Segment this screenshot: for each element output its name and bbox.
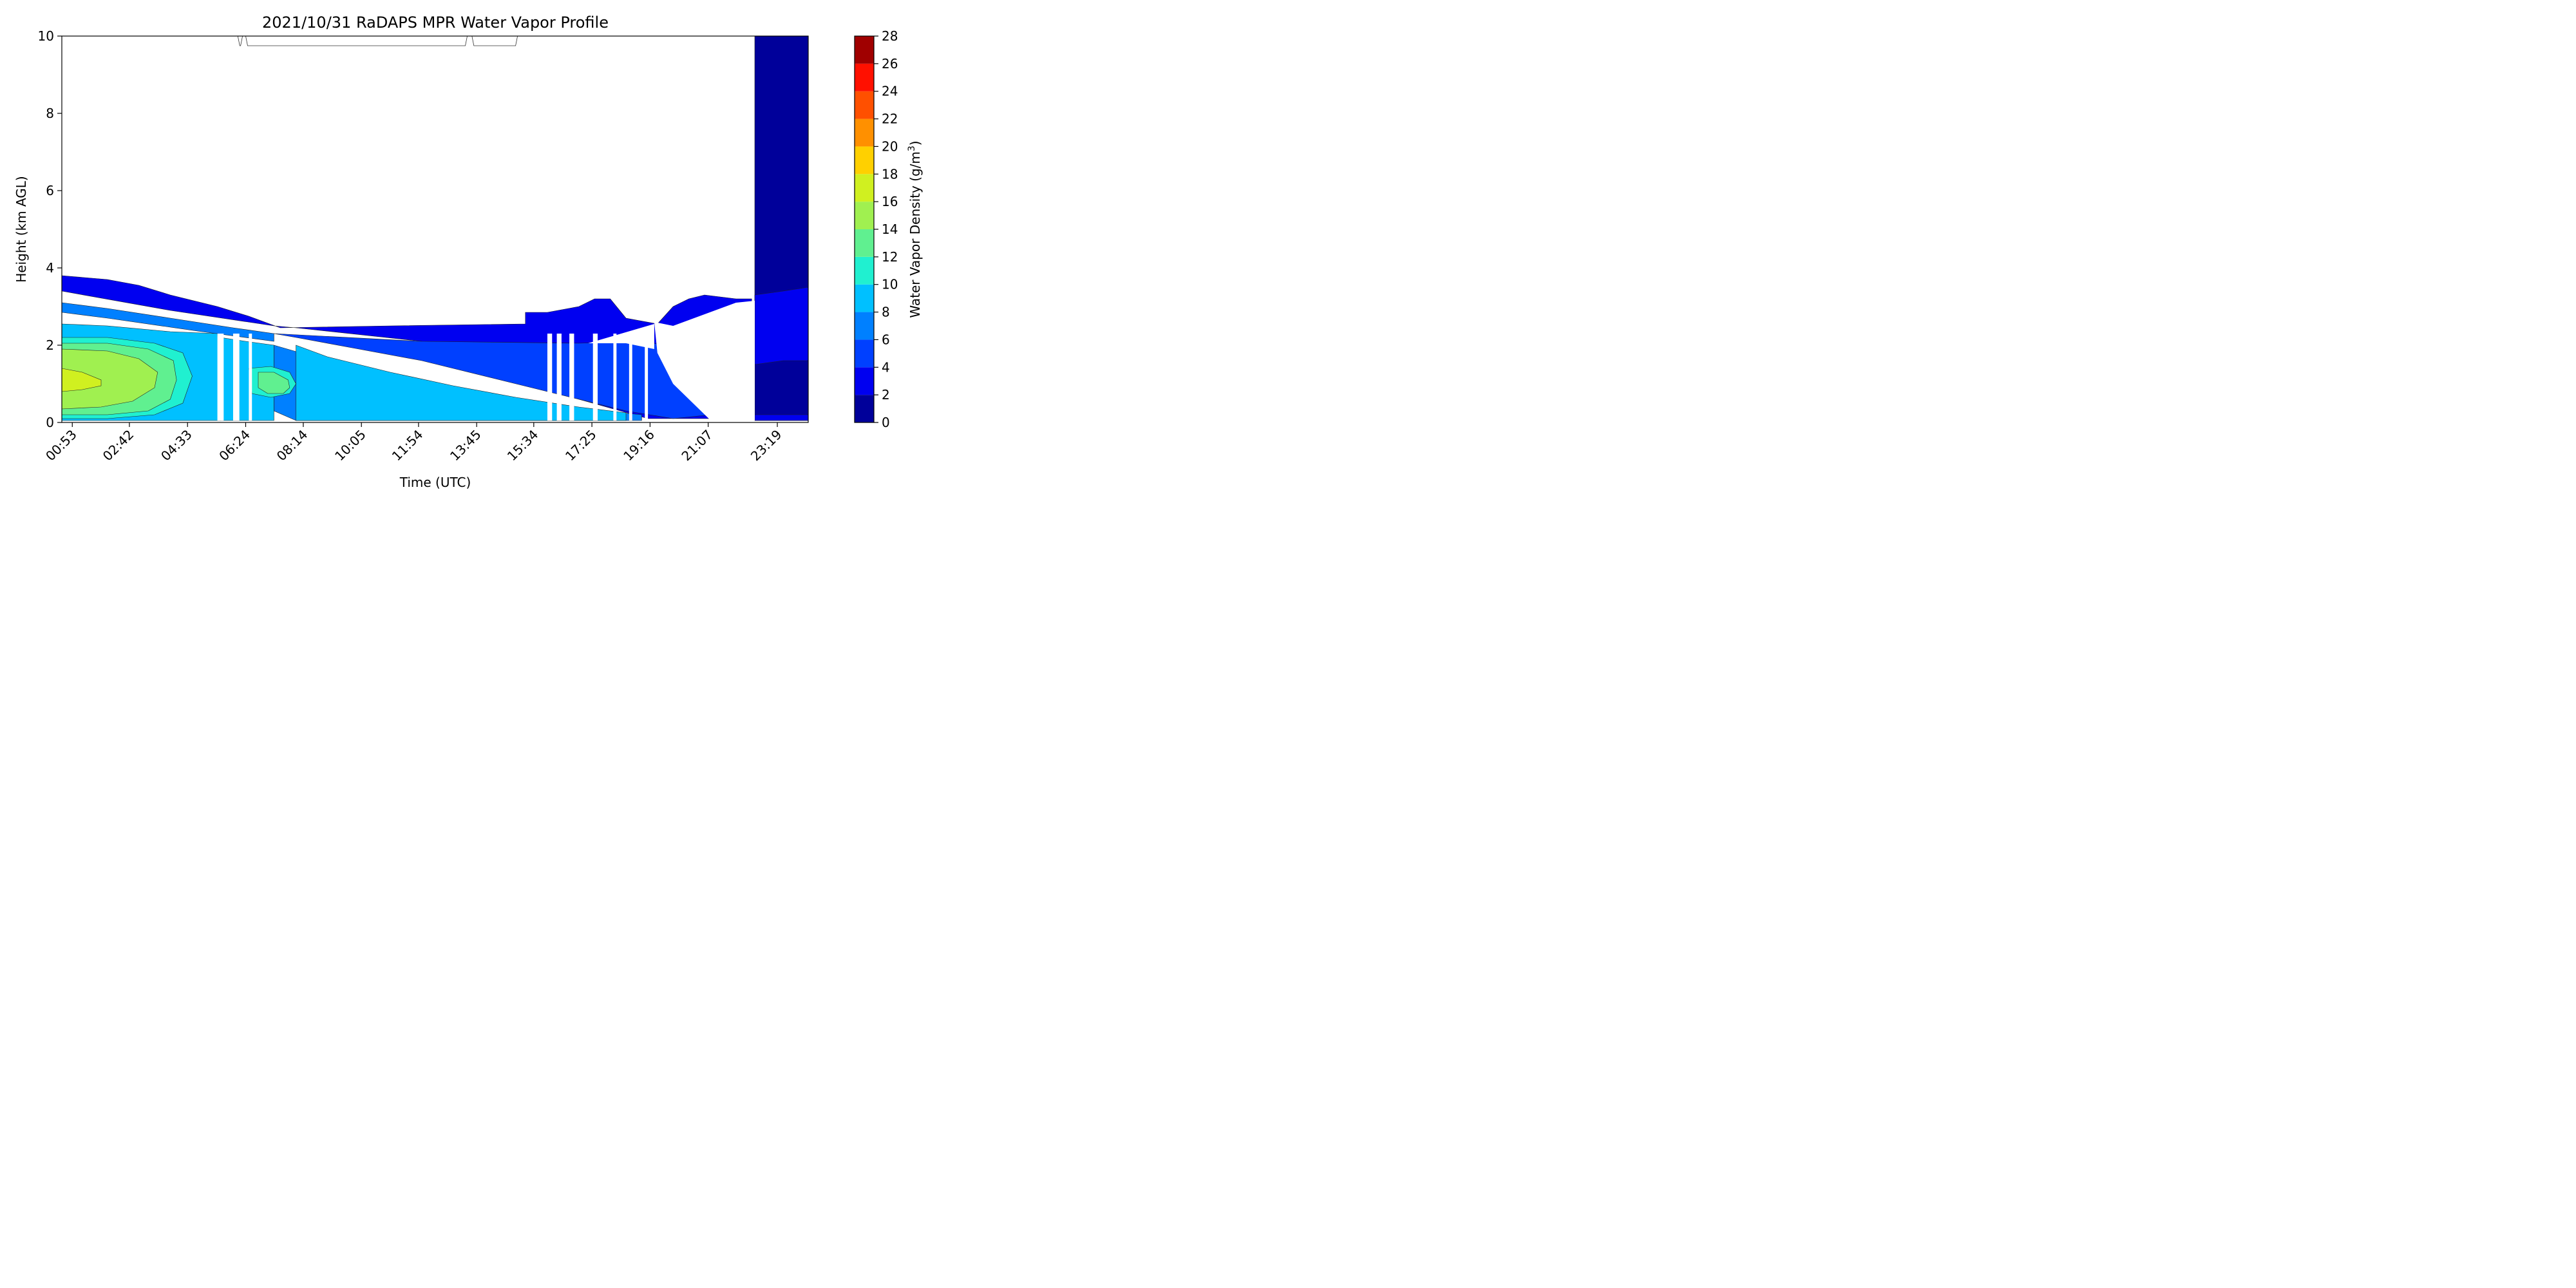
colorbar-label: Water Vapor Density (g/m3) (907, 140, 923, 317)
data-gap (556, 334, 562, 421)
colorbar-band (855, 395, 874, 422)
colorbar-band (855, 118, 874, 147)
data-gap (629, 334, 632, 421)
x-tick-label: 08:14 (274, 427, 311, 464)
x-tick-label: 11:54 (389, 427, 426, 464)
colorbar-tick-label: 24 (882, 84, 898, 99)
x-tick-label: 23:19 (748, 427, 785, 464)
x-axis-label: Time (UTC) (399, 475, 471, 490)
y-tick-label: 4 (46, 260, 54, 276)
x-tick-label: 10:05 (332, 427, 369, 464)
colorbar-tick-label: 26 (882, 56, 898, 71)
y-tick-label: 2 (46, 337, 54, 353)
colorbar-tick-label: 8 (882, 305, 890, 320)
x-tick-label: 13:45 (447, 427, 484, 464)
x-axis: 00:53 02:42 04:33 06:24 08:14 10:05 11:54 13:45… (43, 422, 785, 464)
colorbar-tick-label: 22 (882, 111, 898, 127)
contour-line (237, 36, 243, 46)
x-tick-label: 00:53 (43, 427, 80, 464)
plot-frame (61, 35, 809, 423)
data-gap (613, 334, 617, 421)
colorbar-tick-label: 12 (882, 249, 898, 265)
x-tick-label: 19:16 (620, 427, 658, 464)
colorbar-tick-label: 28 (882, 28, 898, 44)
x-tick-label: 21:07 (678, 427, 715, 464)
colorbar-band (855, 284, 874, 312)
colorbar-band (855, 229, 874, 257)
contour-region-12-14 (258, 372, 290, 394)
y-axis-label: Height (km AGL) (14, 176, 29, 282)
colorbar-band (855, 256, 874, 285)
data-gap (569, 334, 574, 421)
x-tick-label: 02:42 (100, 427, 137, 464)
colorbar-band (855, 367, 874, 395)
y-tick-label: 8 (46, 106, 54, 121)
colorbar-tick-label: 6 (882, 332, 890, 347)
data-gap (547, 334, 553, 421)
data-gap (217, 334, 224, 421)
colorbar-band (855, 339, 874, 368)
contour-region-0-2 (754, 360, 808, 415)
chart-title: 2021/10/31 RaDAPS MPR Water Vapor Profil… (262, 14, 609, 32)
contour-region-16-18 (62, 368, 102, 392)
colorbar-tick-label: 4 (882, 359, 890, 375)
colorbar-band (855, 91, 874, 119)
contour-region-white (654, 301, 755, 421)
x-tick-label: 15:34 (504, 427, 542, 464)
contour-region-6-8 (62, 302, 274, 342)
y-tick-label: 0 (46, 415, 54, 430)
data-gap (232, 334, 240, 421)
data-gap (645, 334, 649, 421)
colorbar-band (855, 202, 874, 229)
contour-region-8-10 (296, 345, 627, 421)
data-gap (714, 334, 717, 421)
data-gap (592, 334, 598, 421)
colorbar-band (855, 63, 874, 91)
colorbar-band (855, 36, 874, 64)
colorbar-tick-label: 18 (882, 166, 898, 182)
x-tick-label: 04:33 (158, 427, 195, 464)
x-tick-label: 06:24 (216, 427, 253, 464)
colorbar-tick-label: 14 (882, 222, 898, 237)
contour-region-4-6 (274, 333, 712, 419)
y-tick-label: 10 (38, 28, 54, 44)
colorbar-band (855, 146, 874, 175)
colorbar-tick-label: 2 (882, 387, 890, 402)
colorbar-tick-label: 20 (882, 138, 898, 154)
contour-line (245, 36, 468, 46)
x-tick-label: 17:25 (562, 427, 600, 464)
contour-fill (62, 36, 808, 421)
colorbar-band (855, 312, 874, 340)
chart-svg: 2021/10/31 RaDAPS MPR Water Vapor Profil… (14, 14, 923, 490)
colorbar-tick-label: 0 (882, 415, 890, 430)
y-axis: 0 2 4 6 8 10 (38, 28, 62, 430)
colorbar-tick-label: 16 (882, 194, 898, 209)
data-gap (249, 334, 252, 421)
contour-region-14-16 (62, 348, 158, 410)
contour-line (471, 36, 518, 46)
colorbar-tick-label: 10 (882, 277, 898, 292)
colorbar-band (855, 174, 874, 202)
y-tick-label: 6 (46, 183, 54, 198)
contour-region-white (588, 324, 654, 349)
chart-figure: 2021/10/31 RaDAPS MPR Water Vapor Profil… (0, 0, 1004, 502)
